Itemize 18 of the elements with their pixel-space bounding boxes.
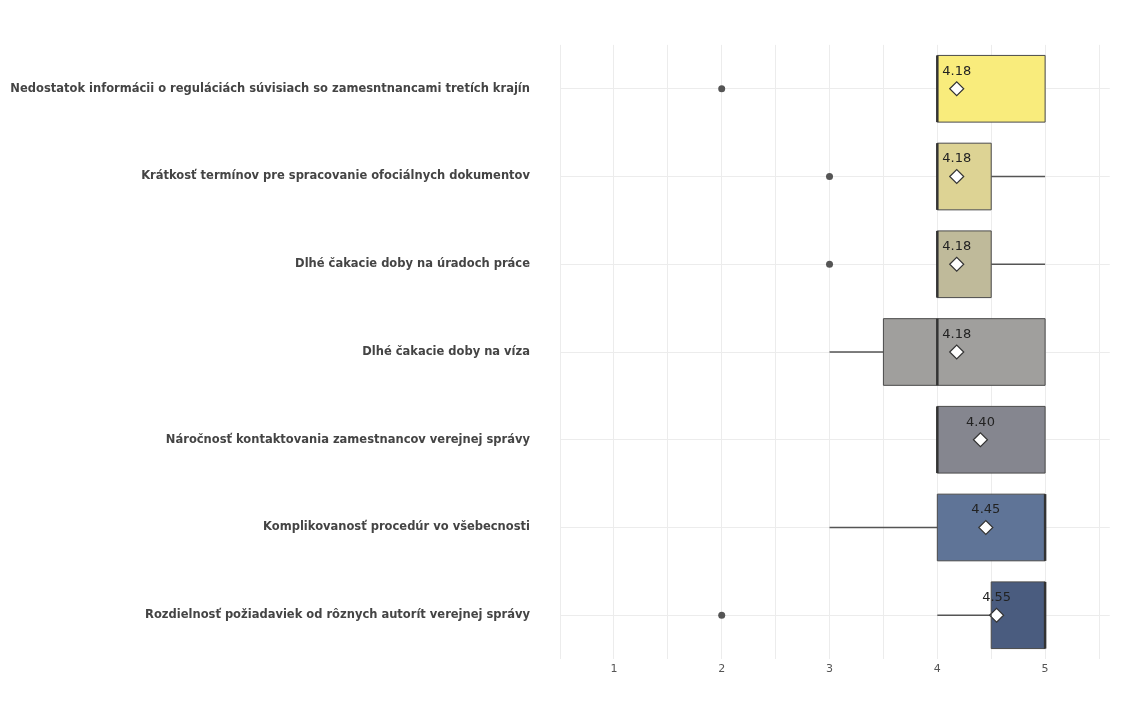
x-tick-label: 4 <box>933 661 941 675</box>
text: 4.40 <box>965 413 995 429</box>
y-tick-label: Dlhé čakacie doby na víza <box>362 343 530 358</box>
text: 4.18 <box>942 238 972 254</box>
x-tick-label: 5 <box>1041 661 1049 675</box>
text: 4.18 <box>942 325 972 341</box>
y-tick-label: Náročnosť kontaktovania zamestnancov verejnej správy <box>165 431 531 446</box>
text: 4.18 <box>942 62 972 78</box>
text: 4.18 <box>942 150 972 166</box>
y-tick-label: Komplikovanosť procedúr vo všebecnosti <box>263 519 530 534</box>
x-tick-label: 3 <box>826 661 834 675</box>
x-tick-label: 1 <box>610 661 618 675</box>
y-tick-label: Rozdielnosť požiadaviek od rôznych autorít verejnej správy <box>145 607 531 622</box>
y-tick-label: Krátkosť termínov pre spracovanie ofociálnych dokumentov <box>141 168 531 183</box>
y-tick-label: Nedostatok informácii o reguláciách súvisiach so zamesntnancami tretích krajín <box>10 80 530 95</box>
x-tick-label: 2 <box>718 661 726 675</box>
y-tick-label: Dlhé čakacie doby na úradoch práce <box>295 256 531 271</box>
text: 4.45 <box>971 501 1001 517</box>
